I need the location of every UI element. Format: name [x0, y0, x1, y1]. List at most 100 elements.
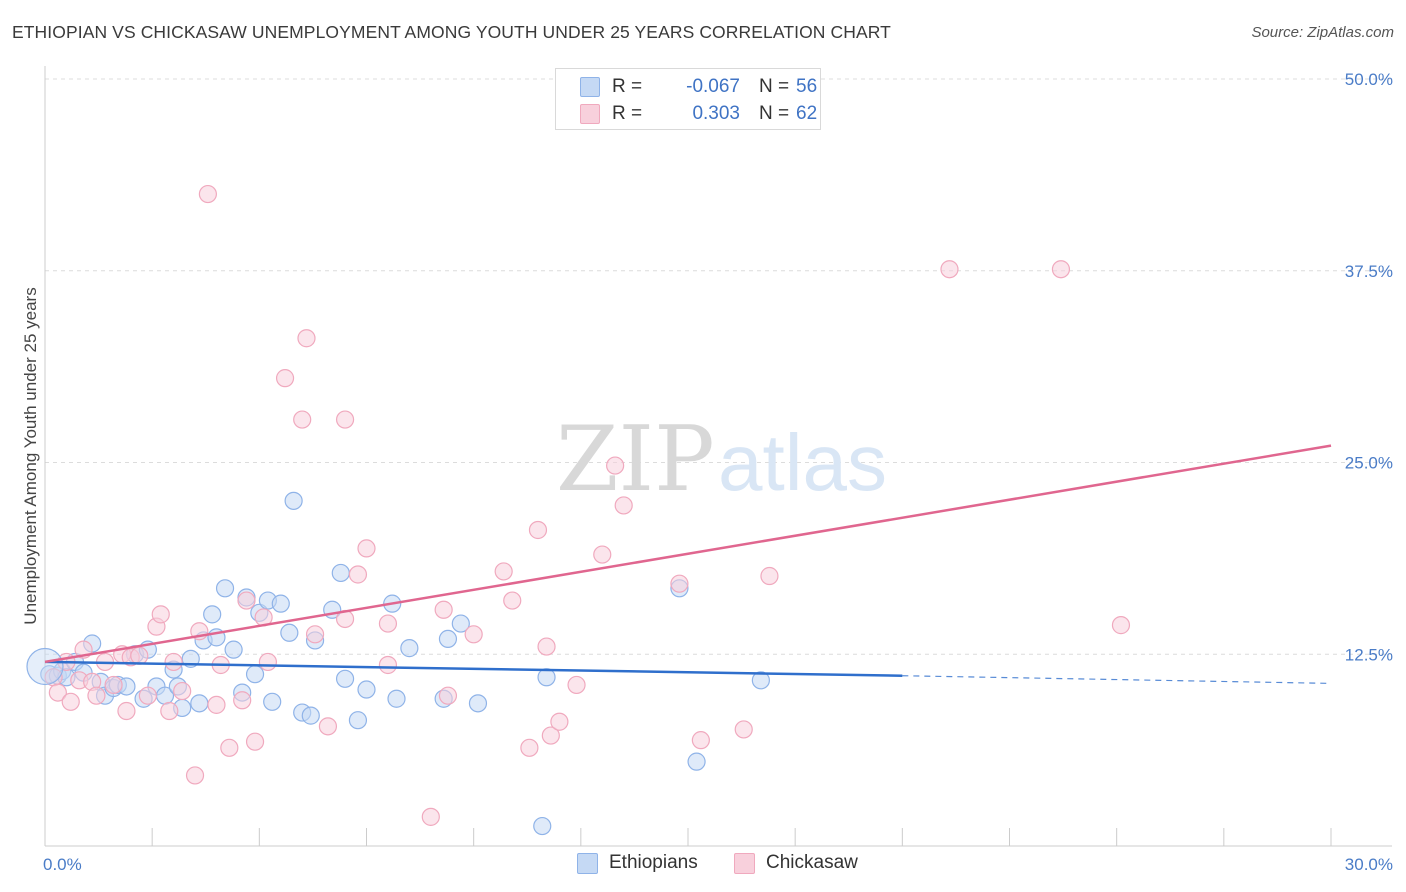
chickasaw-point [528, 520, 548, 540]
r-label: R = [612, 76, 643, 97]
n-label: N = [759, 76, 790, 97]
chickasaw-point [160, 701, 179, 721]
y-tick-label: 50.0% [1345, 70, 1393, 89]
chickasaw-point [567, 675, 586, 695]
chickasaw-point [305, 625, 325, 644]
ethiopians-point [438, 629, 458, 649]
chickasaw-point [357, 539, 376, 558]
ethiopians-trend-line [44, 660, 903, 677]
correlation-legend: R = -0.067 N = 56 R = 0.303 N = 62 [555, 68, 821, 130]
ethiopians-point [400, 639, 419, 658]
chickasaw-point [117, 701, 136, 721]
chickasaw-r-value: 0.303 [692, 103, 740, 124]
ethiopians-point [280, 623, 299, 642]
ethiopians-swatch [580, 77, 600, 97]
ethiopians-n-value: 56 [796, 76, 818, 97]
chickasaw-point [151, 605, 170, 624]
y-axis-label: Unemployment Among Youth under 25 years [21, 287, 40, 624]
chickasaw-point [734, 720, 753, 739]
chickasaw-swatch [580, 104, 600, 124]
chickasaw-point [760, 566, 779, 586]
ethiopians-point [331, 563, 350, 583]
watermark-zip: ZIP [556, 407, 715, 512]
y-tick-label: 12.5% [1345, 645, 1393, 664]
chickasaw-point [940, 260, 959, 279]
chickasaw-point [258, 652, 278, 672]
ethiopians-point [387, 689, 406, 708]
chickasaw-point [130, 646, 149, 665]
chickasaw-point [438, 686, 458, 705]
chickasaw-point [520, 738, 539, 757]
chickasaw-point [318, 717, 338, 736]
x-tick-label: 0.0% [43, 855, 82, 874]
chickasaw-point [1051, 260, 1071, 279]
axes [44, 66, 1392, 847]
tick-labels: 12.5% 25.0% 37.5% 50.0% 0.0% 30.0% [43, 70, 1393, 874]
chickasaw-point [537, 637, 556, 656]
chickasaw-point [237, 591, 256, 610]
ethiopians-trend-extension [902, 675, 1332, 684]
chickasaw-point [48, 683, 67, 702]
chickasaw-point [61, 692, 80, 711]
chart-title: ETHIOPIAN VS CHICKASAW UNEMPLOYMENT AMON… [12, 22, 891, 42]
chickasaw-point [245, 732, 265, 751]
y-tick-label: 25.0% [1345, 454, 1393, 473]
ethiopians-point [271, 594, 290, 613]
chickasaw-point [198, 184, 217, 204]
chickasaw-point [275, 369, 295, 388]
chickasaw-point [691, 731, 710, 750]
ethiopians-legend-swatch [577, 853, 598, 874]
chickasaw-point [378, 655, 398, 675]
ethiopians-point [245, 665, 265, 684]
chickasaw-point [348, 565, 368, 584]
ethiopians-r-value: -0.067 [686, 76, 740, 97]
data-points [26, 184, 1131, 836]
chickasaw-point [378, 614, 398, 633]
chickasaw-point [335, 410, 355, 429]
chickasaw-point [434, 600, 453, 619]
chickasaw-point [220, 738, 239, 757]
ethiopians-point [335, 669, 355, 688]
chickasaw-point [104, 675, 123, 695]
chickasaw-point [185, 766, 205, 785]
ethiopians-point [301, 706, 320, 725]
chickasaw-legend-label: Chickasaw [766, 852, 858, 873]
chickasaw-point [293, 410, 312, 429]
r-label: R = [612, 103, 643, 124]
y-tick-label: 37.5% [1345, 262, 1393, 281]
chickasaw-point [670, 574, 689, 593]
chickasaw-point [606, 456, 625, 475]
chickasaw-n-value: 62 [796, 103, 818, 124]
grid-lines [45, 78, 1392, 655]
chickasaw-point [541, 726, 560, 745]
chickasaw-point [494, 562, 513, 581]
chickasaw-legend-swatch [734, 853, 755, 874]
trend-lines [44, 444, 1332, 684]
ethiopians-point [263, 692, 282, 711]
watermark-atlas: atlas [718, 418, 887, 507]
chickasaw-point [421, 807, 440, 826]
ethiopians-point [468, 694, 488, 713]
chickasaw-point [164, 652, 183, 672]
chickasaw-point [207, 695, 226, 714]
ethiopians-point [215, 579, 235, 598]
chickasaw-point [503, 591, 522, 610]
chickasaw-point [233, 691, 252, 710]
n-label: N = [759, 103, 790, 124]
chickasaw-point [614, 496, 633, 515]
x-tick-label: 30.0% [1345, 855, 1393, 874]
ethiopians-point [751, 671, 770, 690]
ethiopians-point [203, 605, 222, 624]
chickasaw-point [297, 329, 316, 348]
ethiopians-point [687, 752, 706, 771]
chickasaw-point [550, 712, 569, 731]
source-label: Source: ZipAtlas.com [1251, 24, 1394, 41]
ethiopians-point [224, 640, 243, 659]
chickasaw-trend-line [44, 444, 1332, 664]
chickasaw-point [1111, 616, 1131, 635]
ethiopians-point [451, 614, 470, 633]
chickasaw-point [87, 686, 106, 705]
ethiopians-legend-label: Ethiopians [609, 852, 698, 873]
ethiopians-point-large [26, 647, 64, 686]
